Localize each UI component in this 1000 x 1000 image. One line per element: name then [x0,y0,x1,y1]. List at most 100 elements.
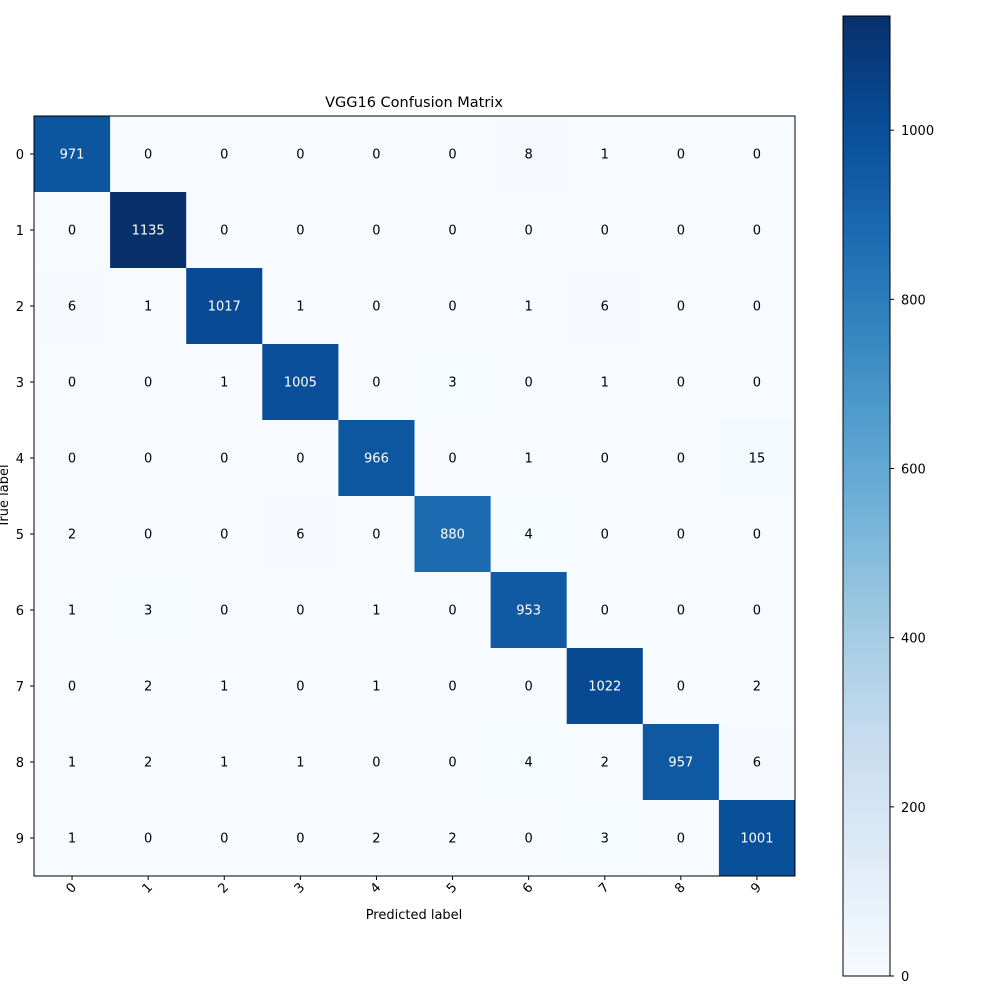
cell-value-label: 0 [372,376,380,391]
heatmap-cell [34,268,111,345]
cell-value-label: 0 [677,224,685,239]
y-tick-label: 3 [16,376,24,391]
x-axis-label: Predicted label [366,908,463,923]
heatmap-cell [34,192,111,269]
cell-value-label: 0 [68,376,76,391]
cell-value-label: 0 [677,832,685,847]
heatmap-cell [642,648,720,725]
heatmap-cell [642,116,720,193]
cell-value-label: 1 [372,680,380,695]
cell-value-label: 0 [144,148,152,163]
heatmap-cell [414,800,492,877]
y-tick-label: 1 [16,224,24,239]
cell-value-label: 8 [525,148,533,163]
heatmap-cell [718,116,796,193]
cell-value-label: 3 [144,604,152,619]
heatmap-cell [110,420,187,497]
heatmap-cell [718,800,796,877]
x-tick-label: 7 [596,880,612,896]
cell-value-label: 0 [753,604,761,619]
colorbar-tick-label: 1000 [901,124,934,139]
cell-value-label: 0 [753,148,761,163]
cell-value-label: 0 [68,452,76,467]
heatmap-cell [566,800,644,877]
cell-value-label: 0 [220,528,228,543]
cell-value-label: 2 [753,680,761,695]
cell-value-label: 0 [677,452,685,467]
heatmap-cell [490,800,568,877]
heatmap-cell [338,496,415,573]
y-axis-ticks: 0 1 2 3 4 5 6 7 8 9 [16,148,34,847]
heatmap-cell [566,724,644,801]
cell-value-label: 971 [60,148,85,163]
heatmap-cell [186,268,263,345]
heatmap-cell [642,496,720,573]
heatmap-cell [414,268,492,345]
cell-value-label: 1017 [208,300,241,315]
heatmap-cell [186,344,263,421]
heatmap-cell [262,724,339,801]
cell-value-label: 0 [372,756,380,771]
cell-value-label: 1005 [284,376,317,391]
cell-value-label: 0 [220,224,228,239]
cell-value-label: 1022 [588,680,621,695]
heatmap-cell [566,572,644,649]
cell-value-label: 953 [516,604,541,619]
x-tick-label: 0 [63,880,79,896]
cell-value-label: 966 [364,452,389,467]
heatmap-cell [490,420,568,497]
cell-value-label: 0 [601,224,609,239]
heatmap-cell [34,724,111,801]
colorbar [842,15,891,977]
y-tick-label: 7 [16,680,24,695]
cell-value-label: 0 [220,832,228,847]
x-tick-label: 3 [292,880,308,896]
heatmap-cell [110,192,187,269]
heatmap-cell [490,724,568,801]
cell-value-label: 0 [372,224,380,239]
colorbar-tick-label: 600 [901,463,926,478]
heatmap-cell [110,268,187,345]
cell-value-label: 4 [525,756,533,771]
heatmap-cell [718,420,796,497]
cell-value-label: 0 [68,680,76,695]
heatmap-cells [34,116,796,877]
cell-value-label: 0 [448,300,456,315]
heatmap-cell [262,344,339,421]
heatmap-cell [262,192,339,269]
heatmap-cell [490,116,568,193]
colorbar-tick-label: 200 [901,801,926,816]
heatmap-cell [414,344,492,421]
heatmap-cell [110,572,187,649]
cell-value-label: 1 [601,148,609,163]
cell-value-label: 0 [296,148,304,163]
cell-value-label: 0 [677,300,685,315]
cell-value-label: 2 [372,832,380,847]
cell-value-labels: 971 0 0 0 0 0 8 1 0 00 1135 0 0 0 0 0 0 0 06 1 1017 1 0 0 1 6 0 00 0… [60,148,774,847]
heatmap-cell [186,724,263,801]
cell-value-label: 0 [525,832,533,847]
cell-value-label: 0 [448,452,456,467]
x-tick-label: 9 [748,880,764,896]
heatmap-cell [414,116,492,193]
heatmap-cell [338,116,415,193]
heatmap-cell [566,268,644,345]
cell-value-label: 4 [525,528,533,543]
cell-value-label: 0 [448,148,456,163]
heatmap-cell [34,420,111,497]
cell-value-label: 0 [296,604,304,619]
cell-value-label: 2 [144,680,152,695]
cell-value-label: 957 [668,756,693,771]
heatmap-cell [718,268,796,345]
cell-value-label: 0 [68,224,76,239]
heatmap-cell [338,344,415,421]
x-tick-label: 6 [520,880,536,896]
y-tick-label: 9 [16,832,24,847]
heatmap-cell [490,648,568,725]
heatmap-cell [642,572,720,649]
colorbar-tick-label: 800 [901,293,926,308]
heatmap-cell [414,648,492,725]
x-tick-label: 1 [140,880,156,896]
heatmap-cell [338,192,415,269]
cell-value-label: 1 [220,376,228,391]
